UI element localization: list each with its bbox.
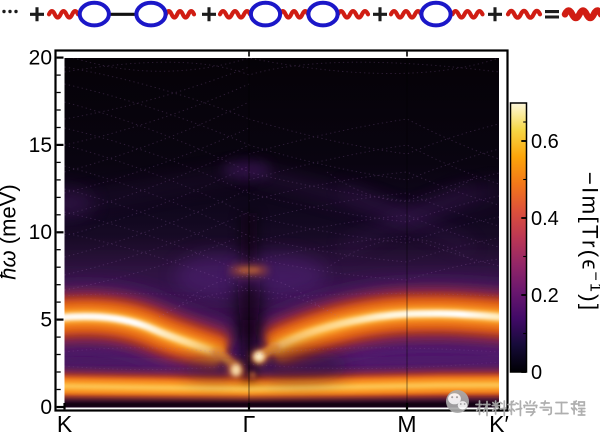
svg-text:15: 15 [29, 134, 52, 157]
svg-text:0.6: 0.6 [531, 131, 559, 153]
svg-text:0.2: 0.2 [531, 285, 559, 307]
svg-text:5: 5 [40, 309, 52, 332]
svg-text:ħω (meV): ħω (meV) [0, 184, 21, 279]
svg-text:K′: K′ [489, 411, 509, 436]
svg-text:0: 0 [40, 396, 52, 419]
svg-text:K: K [57, 411, 73, 436]
svg-text:10: 10 [29, 221, 52, 244]
svg-text:M: M [397, 411, 416, 436]
svg-text:0: 0 [531, 362, 542, 384]
svg-text:−Im[Tr(ϵ−1)]: −Im[Tr(ϵ−1)] [578, 172, 600, 313]
svg-text:20: 20 [29, 47, 52, 70]
svg-text:Γ: Γ [243, 411, 256, 436]
svg-text:0.4: 0.4 [531, 208, 559, 230]
